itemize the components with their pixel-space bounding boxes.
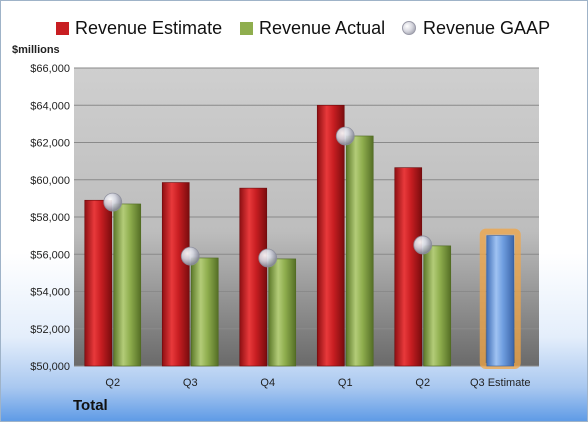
x-tick-label: Q1 — [338, 377, 353, 389]
y-tick-label: $50,000 — [30, 361, 70, 373]
x-tick-label: Q2 — [415, 377, 430, 389]
y-tick-label: $58,000 — [30, 212, 70, 224]
bar-revenue-actual — [190, 257, 219, 367]
x-axis-ticks: Q2 Q3 Q4 Q1 Q2 Q3 Estimate — [105, 377, 530, 389]
y-tick-label: $56,000 — [30, 249, 70, 261]
bar-revenue-estimate — [394, 167, 423, 367]
y-tick-label: $64,000 — [30, 100, 70, 112]
y-tick-label: $66,000 — [30, 63, 70, 75]
bar-revenue-actual — [423, 245, 452, 367]
legend-marker-revenue-gaap — [402, 21, 416, 35]
marker-revenue-gaap — [103, 192, 123, 212]
chart-legend: Revenue Estimate Revenue Actual Revenue … — [0, 15, 588, 41]
marker-revenue-gaap — [335, 126, 355, 146]
y-tick-label: $54,000 — [30, 287, 70, 299]
y-axis-ticks: $50,000 $52,000 $54,000 $56,000 $58,000 $60,0… — [30, 63, 70, 373]
legend-label-revenue-estimate: Revenue Estimate — [75, 17, 223, 38]
bars — [84, 104, 521, 369]
legend-item-revenue-estimate: Revenue Estimate — [56, 15, 222, 41]
bar-revenue-actual — [113, 203, 142, 367]
bar-revenue-actual — [268, 258, 297, 367]
gaap-markers — [103, 126, 433, 268]
x-tick-label: Q3 — [183, 377, 198, 389]
legend-item-revenue-gaap: Revenue GAAP — [402, 15, 550, 41]
marker-revenue-gaap — [180, 246, 200, 266]
x-tick-label: Q3 Estimate — [470, 377, 531, 389]
bar-revenue-actual — [345, 135, 374, 367]
y-tick-label: $62,000 — [30, 138, 70, 150]
bar-revenue-estimate — [239, 187, 268, 367]
legend-swatch-revenue-actual — [240, 21, 253, 35]
legend-item-revenue-actual: Revenue Actual — [240, 15, 385, 41]
marker-revenue-gaap — [413, 235, 433, 255]
x-tick-label: Q2 — [105, 377, 120, 389]
y-tick-label: $52,000 — [30, 324, 70, 336]
legend-label-revenue-gaap: Revenue GAAP — [423, 17, 551, 38]
legend-swatch-revenue-estimate — [56, 21, 69, 35]
x-group-label: Total — [73, 397, 108, 414]
grid-lines — [74, 67, 539, 367]
bar-q3-estimate — [486, 235, 515, 367]
bar-revenue-estimate — [84, 199, 113, 367]
marker-revenue-gaap — [258, 248, 278, 268]
y-axis-unit-label: $millions — [12, 44, 60, 56]
y-tick-label: $60,000 — [30, 175, 70, 187]
bar-revenue-estimate — [316, 104, 345, 367]
x-tick-label: Q4 — [260, 377, 275, 389]
bar-revenue-estimate — [161, 182, 190, 367]
legend-label-revenue-actual: Revenue Actual — [259, 17, 386, 38]
